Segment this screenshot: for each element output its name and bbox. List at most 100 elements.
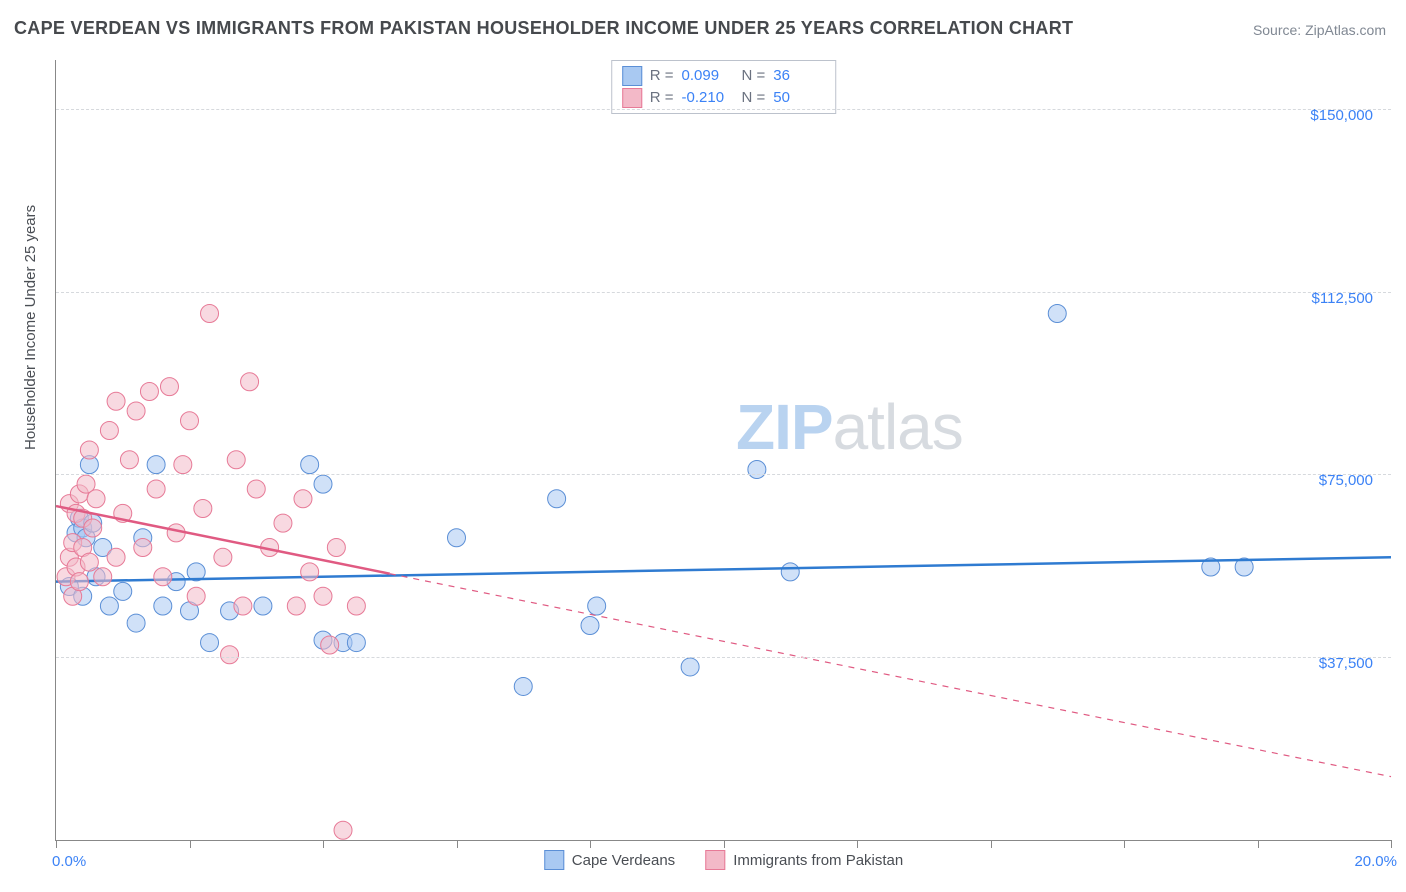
gridline bbox=[56, 292, 1391, 293]
data-point bbox=[514, 677, 532, 695]
stat-r-label: R = bbox=[650, 65, 674, 87]
stat-n-value: 50 bbox=[773, 87, 825, 109]
stat-r-value: 0.099 bbox=[682, 65, 734, 87]
data-point bbox=[301, 456, 319, 474]
data-point bbox=[70, 573, 88, 591]
x-tick bbox=[1258, 840, 1259, 848]
x-tick bbox=[590, 840, 591, 848]
data-point bbox=[247, 480, 265, 498]
plot-area: ZIPatlas R =0.099N =36R =-0.210N =50 Cap… bbox=[55, 60, 1391, 841]
stats-legend: R = 0.099 N = 36 R = -0.210 N = 50 bbox=[611, 60, 837, 114]
data-point bbox=[334, 821, 352, 839]
data-point bbox=[174, 456, 192, 474]
data-point bbox=[94, 568, 112, 586]
y-tick-label: $112,500 bbox=[1312, 290, 1373, 307]
data-point bbox=[100, 597, 118, 615]
x-axis-max-label: 20.0% bbox=[1354, 853, 1397, 870]
data-point bbox=[448, 529, 466, 547]
data-point bbox=[127, 614, 145, 632]
data-point bbox=[84, 519, 102, 537]
y-axis-label: Householder Income Under 25 years bbox=[22, 205, 39, 450]
data-point bbox=[107, 392, 125, 410]
x-tick bbox=[857, 840, 858, 848]
data-point bbox=[548, 490, 566, 508]
data-point bbox=[301, 563, 319, 581]
stat-r-value: -0.210 bbox=[682, 87, 734, 109]
stats-legend-row: R = 0.099 N = 36 bbox=[622, 65, 826, 87]
data-point bbox=[581, 617, 599, 635]
chart-svg bbox=[56, 60, 1391, 840]
data-point bbox=[134, 539, 152, 557]
data-point bbox=[100, 422, 118, 440]
legend-swatch bbox=[622, 88, 642, 108]
x-tick bbox=[724, 840, 725, 848]
data-point bbox=[187, 587, 205, 605]
x-tick bbox=[190, 840, 191, 848]
x-tick bbox=[56, 840, 57, 848]
data-point bbox=[194, 500, 212, 518]
stat-n-label: N = bbox=[742, 65, 766, 87]
legend-swatch bbox=[622, 66, 642, 86]
data-point bbox=[347, 597, 365, 615]
data-point bbox=[140, 383, 158, 401]
data-point bbox=[321, 636, 339, 654]
y-tick-label: $37,500 bbox=[1319, 655, 1373, 672]
legend-swatch bbox=[705, 850, 725, 870]
series-legend: Cape Verdeans Immigrants from Pakistan bbox=[544, 850, 903, 870]
chart-title: CAPE VERDEAN VS IMMIGRANTS FROM PAKISTAN… bbox=[14, 18, 1073, 39]
data-point bbox=[147, 456, 165, 474]
stat-n-label: N = bbox=[742, 87, 766, 109]
data-point bbox=[748, 461, 766, 479]
trend-line-extrapolated bbox=[390, 574, 1391, 777]
data-point bbox=[221, 646, 239, 664]
data-point bbox=[201, 634, 219, 652]
data-point bbox=[154, 568, 172, 586]
data-point bbox=[681, 658, 699, 676]
legend-label: Immigrants from Pakistan bbox=[733, 852, 903, 869]
data-point bbox=[254, 597, 272, 615]
data-point bbox=[287, 597, 305, 615]
y-tick-label: $75,000 bbox=[1319, 472, 1373, 489]
legend-item: Immigrants from Pakistan bbox=[705, 850, 903, 870]
stat-r-label: R = bbox=[650, 87, 674, 109]
legend-label: Cape Verdeans bbox=[572, 852, 675, 869]
data-point bbox=[160, 378, 178, 396]
trend-line bbox=[56, 557, 1391, 581]
data-point bbox=[214, 548, 232, 566]
x-tick bbox=[1124, 840, 1125, 848]
data-point bbox=[327, 539, 345, 557]
data-point bbox=[87, 490, 105, 508]
x-tick bbox=[323, 840, 324, 848]
legend-swatch bbox=[544, 850, 564, 870]
data-point bbox=[274, 514, 292, 532]
legend-item: Cape Verdeans bbox=[544, 850, 675, 870]
y-tick-label: $150,000 bbox=[1310, 107, 1373, 124]
data-point bbox=[147, 480, 165, 498]
data-point bbox=[80, 441, 98, 459]
data-point bbox=[241, 373, 259, 391]
data-point bbox=[154, 597, 172, 615]
data-point bbox=[347, 634, 365, 652]
x-tick bbox=[457, 840, 458, 848]
source-attribution: Source: ZipAtlas.com bbox=[1253, 22, 1386, 38]
x-axis-min-label: 0.0% bbox=[52, 853, 86, 870]
data-point bbox=[314, 587, 332, 605]
data-point bbox=[781, 563, 799, 581]
data-point bbox=[127, 402, 145, 420]
x-tick bbox=[991, 840, 992, 848]
x-tick bbox=[1391, 840, 1392, 848]
data-point bbox=[227, 451, 245, 469]
stat-n-value: 36 bbox=[773, 65, 825, 87]
data-point bbox=[1048, 305, 1066, 323]
data-point bbox=[80, 553, 98, 571]
data-point bbox=[201, 305, 219, 323]
data-point bbox=[294, 490, 312, 508]
data-point bbox=[120, 451, 138, 469]
data-point bbox=[114, 582, 132, 600]
data-point bbox=[234, 597, 252, 615]
gridline bbox=[56, 474, 1391, 475]
data-point bbox=[314, 475, 332, 493]
data-point bbox=[181, 412, 199, 430]
stats-legend-row: R = -0.210 N = 50 bbox=[622, 87, 826, 109]
gridline bbox=[56, 109, 1391, 110]
